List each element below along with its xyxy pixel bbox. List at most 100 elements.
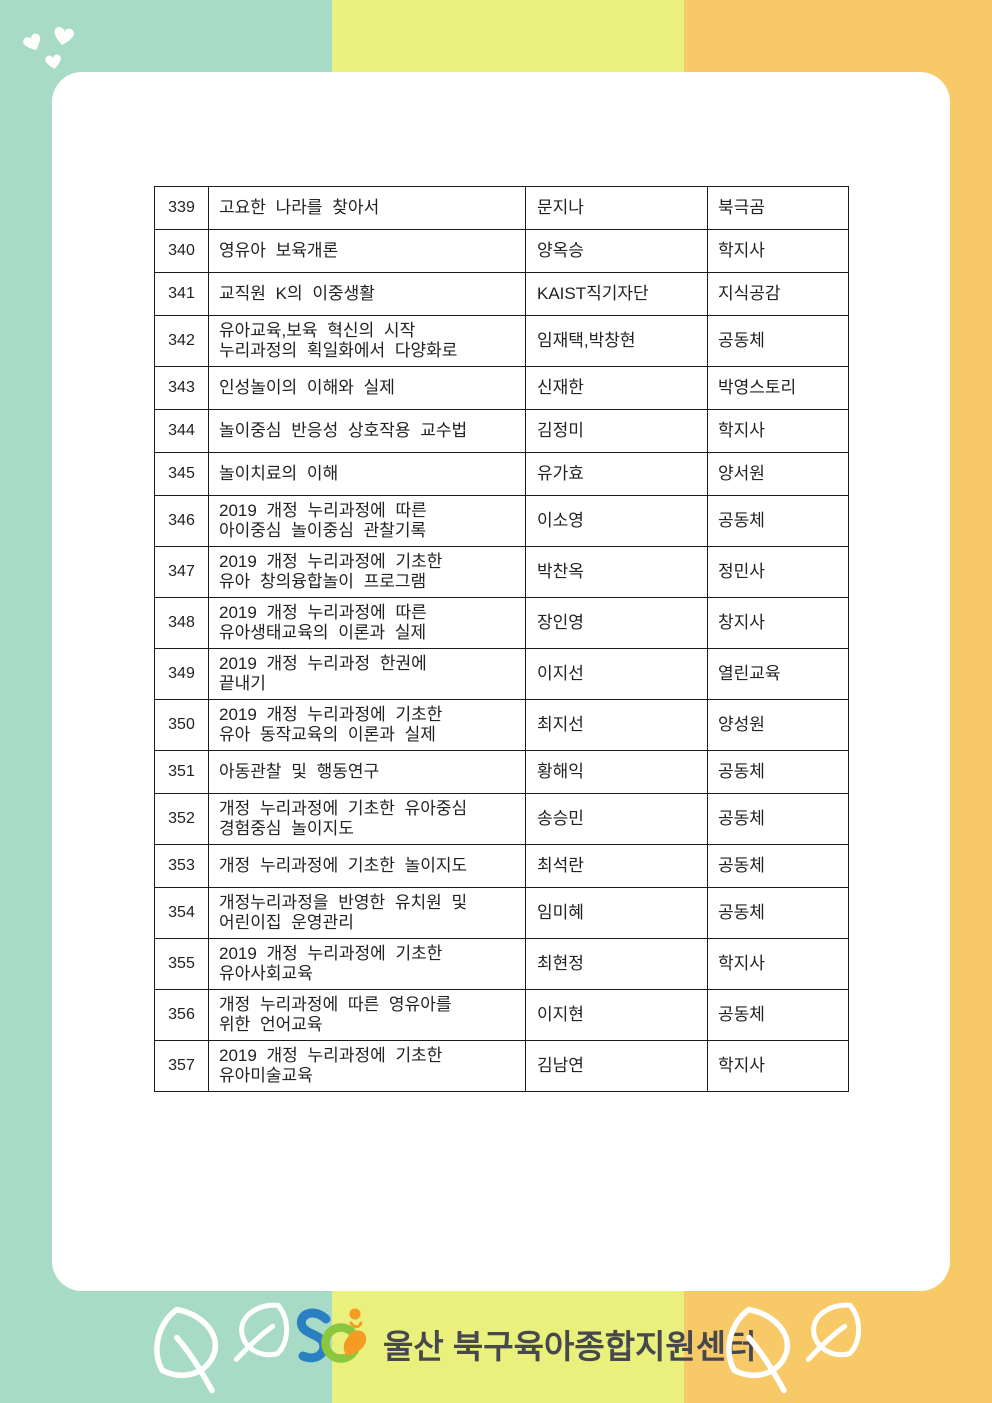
- cell-publisher: 공동체: [707, 315, 849, 367]
- table-row: 347 2019 개정 누리과정에 기초한 유아 창의융합놀이 프로그램 박찬옥 정민…: [154, 546, 849, 598]
- cell-author: 박찬옥: [525, 546, 708, 598]
- table-row: 353 개정 누리과정에 기초한 놀이지도 최석란 공동체: [154, 844, 849, 888]
- cell-author: 신재한: [525, 366, 708, 410]
- cell-title: 아동관찰 및 행동연구: [208, 750, 526, 794]
- cell-title: 인성놀이의 이해와 실제: [208, 366, 526, 410]
- cell-number: 357: [154, 1040, 209, 1092]
- cell-author: 최석란: [525, 844, 708, 888]
- cell-author: 장인영: [525, 597, 708, 649]
- cell-title: 2019 개정 누리과정 한권에 끝내기: [208, 648, 526, 700]
- cell-publisher: 공동체: [707, 750, 849, 794]
- leaf-decoration-right: [720, 1296, 880, 1396]
- cell-publisher: 학지사: [707, 409, 849, 453]
- book-table: 339 고요한 나라를 찾아서 문지나 북극곰 340 영유아 보육개론 양옥승 학지사 341…: [154, 186, 849, 1092]
- cell-title: 개정누리과정을 반영한 유치원 및 어린이집 운영관리: [208, 887, 526, 939]
- leaf-icon: [148, 1304, 228, 1403]
- cell-title: 개정 누리과정에 따른 영유아를 위한 언어교육: [208, 989, 526, 1041]
- cell-title: 놀이치료의 이해: [208, 452, 526, 496]
- leaf-icon: [221, 1290, 301, 1386]
- cell-author: 최현정: [525, 938, 708, 990]
- table-row: 357 2019 개정 누리과정에 기초한 유아미술교육 김남연 학지사: [154, 1040, 849, 1092]
- cell-title: 개정 누리과정에 기초한 놀이지도: [208, 844, 526, 888]
- table-row: 340 영유아 보육개론 양옥승 학지사: [154, 229, 849, 273]
- cell-author: KAIST직기자단: [525, 272, 708, 316]
- center-logo-mark-icon: [293, 1303, 388, 1371]
- table-row: 342 유아교육,보육 혁신의 시작 누리과정의 획일화에서 다양화로 임재택,박창…: [154, 315, 849, 367]
- cell-number: 353: [154, 844, 209, 888]
- cell-author: 유가효: [525, 452, 708, 496]
- table-row: 339 고요한 나라를 찾아서 문지나 북극곰: [154, 186, 849, 230]
- cell-title: 2019 개정 누리과정에 따른 아이중심 놀이중심 관찰기록: [208, 495, 526, 547]
- cell-publisher: 학지사: [707, 1040, 849, 1092]
- cell-author: 이소영: [525, 495, 708, 547]
- cell-author: 임재택,박창현: [525, 315, 708, 367]
- cell-number: 344: [154, 409, 209, 453]
- table-row: 354 개정누리과정을 반영한 유치원 및 어린이집 운영관리 임미혜 공동체: [154, 887, 849, 939]
- leaf-decoration-left: [148, 1296, 308, 1396]
- cell-publisher: 학지사: [707, 938, 849, 990]
- table-row: 350 2019 개정 누리과정에 기초한 유아 동작교육의 이론과 실제 최지선 양…: [154, 699, 849, 751]
- cell-title: 개정 누리과정에 기초한 유아중심 경험중심 놀이지도: [208, 793, 526, 845]
- leaf-icon: [720, 1304, 800, 1403]
- table-row: 344 놀이중심 반응성 상호작용 교수법 김정미 학지사: [154, 409, 849, 453]
- cell-publisher: 정민사: [707, 546, 849, 598]
- cell-publisher: 학지사: [707, 229, 849, 273]
- cell-number: 340: [154, 229, 209, 273]
- cell-author: 송승민: [525, 793, 708, 845]
- cell-author: 황해익: [525, 750, 708, 794]
- cell-publisher: 양서원: [707, 452, 849, 496]
- cell-number: 342: [154, 315, 209, 367]
- heart-icon: [41, 50, 67, 73]
- cell-title: 영유아 보육개론: [208, 229, 526, 273]
- cell-title: 놀이중심 반응성 상호작용 교수법: [208, 409, 526, 453]
- cell-publisher: 박영스토리: [707, 366, 849, 410]
- cell-publisher: 북극곰: [707, 186, 849, 230]
- cell-publisher: 양성원: [707, 699, 849, 751]
- cell-publisher: 공동체: [707, 793, 849, 845]
- cell-number: 348: [154, 597, 209, 649]
- cell-author: 이지현: [525, 989, 708, 1041]
- cell-title: 2019 개정 누리과정에 기초한 유아미술교육: [208, 1040, 526, 1092]
- cell-title: 교직원 K의 이중생활: [208, 272, 526, 316]
- heart-icon: [47, 22, 80, 52]
- table-row: 351 아동관찰 및 행동연구 황해익 공동체: [154, 750, 849, 794]
- table-row: 355 2019 개정 누리과정에 기초한 유아사회교육 최현정 학지사: [154, 938, 849, 990]
- table-row: 343 인성놀이의 이해와 실제 신재한 박영스토리: [154, 366, 849, 410]
- table-row: 356 개정 누리과정에 따른 영유아를 위한 언어교육 이지현 공동체: [154, 989, 849, 1041]
- cell-number: 347: [154, 546, 209, 598]
- cell-publisher: 공동체: [707, 989, 849, 1041]
- cell-number: 339: [154, 186, 209, 230]
- table-row: 349 2019 개정 누리과정 한권에 끝내기 이지선 열린교육: [154, 648, 849, 700]
- cell-title: 2019 개정 누리과정에 따른 유아생태교육의 이론과 실제: [208, 597, 526, 649]
- cell-author: 최지선: [525, 699, 708, 751]
- cell-author: 김남연: [525, 1040, 708, 1092]
- cell-number: 341: [154, 272, 209, 316]
- hearts-decoration: [14, 18, 94, 80]
- cell-publisher: 공동체: [707, 844, 849, 888]
- cell-number: 355: [154, 938, 209, 990]
- cell-publisher: 지식공감: [707, 272, 849, 316]
- leaf-icon: [793, 1290, 873, 1386]
- cell-publisher: 공동체: [707, 887, 849, 939]
- cell-author: 이지선: [525, 648, 708, 700]
- cell-publisher: 공동체: [707, 495, 849, 547]
- table-row: 348 2019 개정 누리과정에 따른 유아생태교육의 이론과 실제 장인영 창지사: [154, 597, 849, 649]
- cell-title: 2019 개정 누리과정에 기초한 유아 동작교육의 이론과 실제: [208, 699, 526, 751]
- table-row: 341 교직원 K의 이중생활 KAIST직기자단 지식공감: [154, 272, 849, 316]
- cell-number: 343: [154, 366, 209, 410]
- table-row: 346 2019 개정 누리과정에 따른 아이중심 놀이중심 관찰기록 이소영 공동체: [154, 495, 849, 547]
- cell-publisher: 열린교육: [707, 648, 849, 700]
- cell-number: 349: [154, 648, 209, 700]
- cell-number: 350: [154, 699, 209, 751]
- cell-author: 문지나: [525, 186, 708, 230]
- cell-number: 354: [154, 887, 209, 939]
- cell-number: 356: [154, 989, 209, 1041]
- cell-title: 2019 개정 누리과정에 기초한 유아 창의융합놀이 프로그램: [208, 546, 526, 598]
- cell-author: 임미혜: [525, 887, 708, 939]
- table-row: 352 개정 누리과정에 기초한 유아중심 경험중심 놀이지도 송승민 공동체: [154, 793, 849, 845]
- book-table-body: 339 고요한 나라를 찾아서 문지나 북극곰 340 영유아 보육개론 양옥승 학지사 341…: [154, 186, 849, 1092]
- cell-number: 346: [154, 495, 209, 547]
- cell-title: 2019 개정 누리과정에 기초한 유아사회교육: [208, 938, 526, 990]
- cell-title: 고요한 나라를 찾아서: [208, 186, 526, 230]
